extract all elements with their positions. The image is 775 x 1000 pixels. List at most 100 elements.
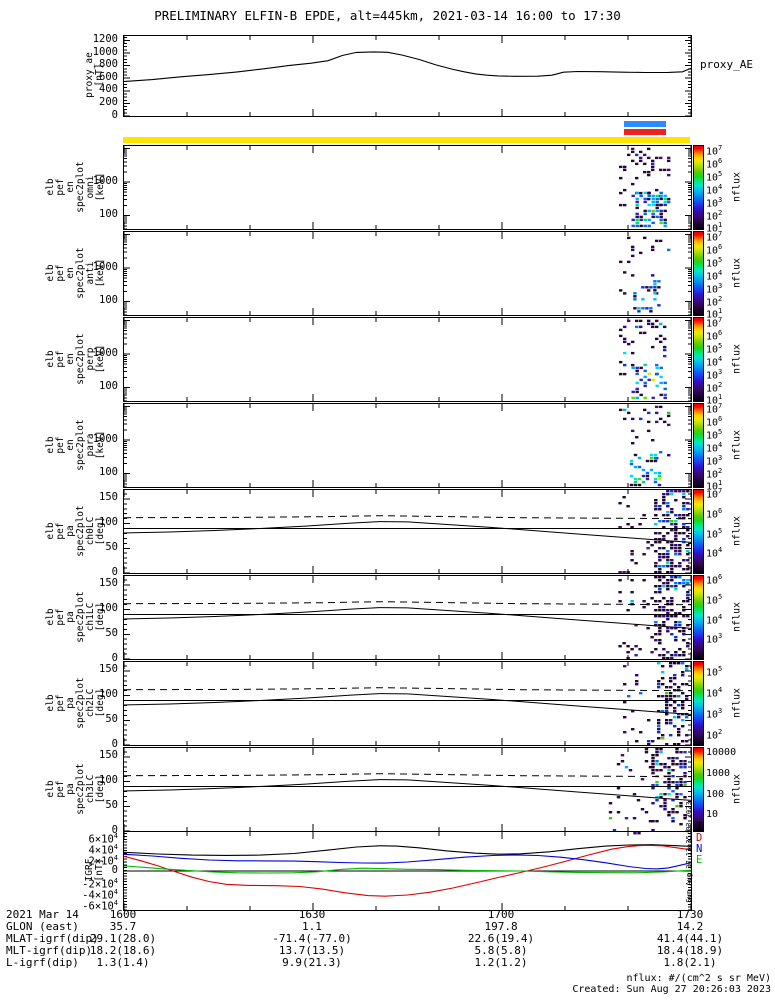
spectrogram-bin [666, 627, 670, 630]
spectrogram-bin [631, 218, 635, 222]
spectrogram-bin [643, 331, 647, 335]
spectrogram-bin [666, 600, 670, 603]
spectrogram-bin [671, 817, 675, 820]
spectrogram-bin [670, 541, 674, 544]
spectrogram-bin [671, 811, 675, 814]
row-value-1-1: 1.1 [302, 920, 322, 933]
spectrogram-bin [651, 829, 655, 831]
spectrogram-bin [674, 499, 678, 502]
spectrogram-bin [669, 686, 673, 689]
spectrogram-bin [631, 728, 635, 731]
row-label-3: MLT-igrf(dip) [6, 944, 93, 957]
spectrogram-bin [639, 393, 643, 397]
spectrogram-bin [674, 565, 678, 568]
spectrogram-bin [655, 796, 659, 799]
spectrogram-bin [654, 541, 658, 544]
axis-ticks [124, 748, 691, 831]
spectrogram-bin [639, 156, 643, 160]
colorbar-spec_para [693, 403, 704, 488]
spectrogram-bin [667, 168, 671, 172]
spectrogram-bin [631, 274, 635, 277]
spectrogram-bin [682, 600, 686, 603]
spectrogram-bin [663, 766, 667, 769]
loss-cone-line [124, 521, 691, 543]
spectrogram-bin [630, 550, 634, 553]
colorbar-tick-pa_ch3lc: 10 [706, 809, 719, 821]
spectrogram-bin [630, 526, 634, 529]
spectrogram-bin [673, 707, 677, 710]
spectrogram-bin [651, 772, 655, 775]
spectrogram-bin [670, 565, 674, 568]
spectrogram-bin [631, 182, 635, 186]
spectrogram-bin [616, 796, 621, 799]
spectrogram-bin [655, 209, 659, 213]
spectrogram-bin [635, 153, 639, 157]
ytick-label-spec_para: 100 [99, 466, 118, 479]
spectrogram-bin [641, 298, 645, 301]
spectrogram-bin [658, 654, 662, 657]
spectrogram-bin [670, 576, 674, 579]
spectrogram-bin [636, 799, 641, 802]
spectrogram-bin [626, 645, 630, 648]
spectrogram-bin [682, 514, 686, 517]
panel-spec_para [123, 403, 692, 488]
ytick-label-pa_ch1lc: 150 [99, 577, 118, 590]
spectrogram-bin [670, 490, 674, 493]
spectrogram-bin [670, 511, 674, 514]
spectrogram-bin [635, 396, 639, 400]
spectrogram-bin [653, 471, 658, 475]
spectrogram-bin [641, 474, 646, 478]
spectrogram-bin [666, 565, 670, 568]
spectrogram-bin [682, 517, 686, 520]
spectrogram-bin [658, 576, 662, 579]
spectrogram-bin [629, 459, 634, 463]
spectrogram-bin [669, 665, 673, 668]
spectrogram-bin [673, 716, 677, 719]
spectrogram-bin [643, 209, 647, 213]
spectrogram-bin [655, 799, 659, 802]
ytick-label-pa_ch3lc: 50 [105, 798, 118, 811]
row-value-0-3: 1730 [676, 908, 704, 921]
spectrogram-bin [666, 511, 670, 514]
ytick-label-spec_para: 1000 [92, 432, 118, 445]
series-E [124, 865, 691, 874]
spectrogram-bin [655, 215, 659, 219]
spectrogram-bin [663, 396, 667, 400]
spectrogram-bin [659, 375, 663, 379]
spectrogram-bin [662, 624, 666, 627]
spectrogram-bin [678, 565, 682, 568]
colorbar-label-pa_ch2lc: nflux [731, 687, 743, 718]
spectrogram-bin [686, 565, 690, 568]
spectrogram-bin [666, 609, 670, 612]
colorbar-tick-pa_ch0lc: 106 [706, 506, 723, 521]
spectrogram-bin [666, 579, 670, 582]
spectrogram-bin [670, 520, 674, 523]
spectrogram-bin [682, 585, 686, 588]
spectrogram-bin [683, 784, 687, 787]
spectrogram-bin [631, 245, 635, 249]
spectrogram-bin [647, 378, 651, 382]
spectrogram-bin [683, 775, 687, 778]
spectrogram-bin [662, 556, 666, 559]
spectrogram-bin [663, 808, 667, 811]
spectrogram-bin [663, 799, 667, 802]
spectrogram-bin [608, 802, 613, 805]
spectrogram-bin [662, 585, 666, 588]
spectrogram-bin [674, 627, 678, 630]
spectrogram-bin [634, 654, 638, 657]
ytick-label-spec_perp: 100 [99, 380, 118, 393]
spectrogram-bin [666, 505, 670, 508]
spectrogram-bin [659, 194, 663, 198]
spectrogram-bin [627, 695, 631, 698]
spectrogram-bin [682, 523, 686, 526]
spectrogram-bin [669, 692, 673, 695]
spectrogram-bin [663, 805, 667, 808]
ytick-label-pa_ch1lc: 50 [105, 626, 118, 639]
spectrogram-bin [666, 651, 670, 654]
spectrogram-bin [670, 547, 674, 550]
spectrogram-bin [659, 215, 663, 219]
spectrogram-bin [619, 360, 623, 364]
spectrogram-bin [659, 793, 663, 796]
spectrogram-bin [655, 372, 659, 376]
spectrogram-bin [678, 532, 682, 535]
